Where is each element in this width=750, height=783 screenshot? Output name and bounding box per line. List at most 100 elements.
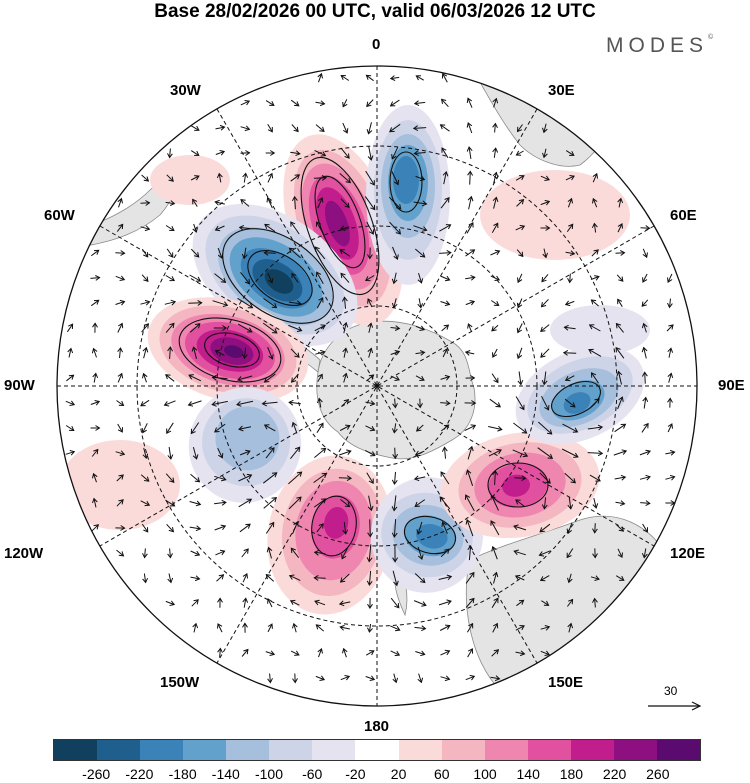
wind-vector-head [268,354,274,360]
wind-vector [242,573,248,583]
wind-vector [642,248,648,258]
wind-vector [191,599,199,607]
wind-vector [394,398,396,408]
wind-vector-head [320,349,326,356]
wind-vector [594,598,596,608]
wind-vector-head [118,474,124,480]
wind-vector [192,446,198,460]
wind-vector [214,501,226,505]
wind-vector-head [444,548,450,554]
wind-vector [440,650,450,656]
wind-vector [368,495,372,511]
wind-vector [267,346,273,360]
wind-vector-head [191,346,198,352]
wind-vector [143,573,147,583]
wind-vector [164,400,176,406]
wind-vector [393,519,397,537]
colorbar [53,739,701,761]
wind-vector-head [618,276,624,282]
wind-vector [366,99,374,107]
wind-vector-head [267,278,274,284]
wind-vector-head [342,347,349,353]
wind-vector-head [238,425,244,432]
wind-vector [565,150,575,156]
wind-vector [591,249,599,257]
wind-vector-head [344,202,350,208]
wind-vector [293,623,297,633]
wind-vector [643,548,647,558]
wind-vector-head [439,496,445,502]
wind-vector [340,147,350,159]
wind-vector-head [294,101,300,107]
wind-vector-head [192,227,198,233]
wind-vector [193,223,197,233]
wind-vector [314,246,326,260]
wind-vector [438,576,452,580]
wind-vector-head [445,224,452,230]
wind-vector [669,298,671,308]
wind-vector-head [214,199,220,206]
wind-vector-head [645,474,651,481]
wind-vector-head [588,348,594,354]
wind-vector [340,273,350,283]
wind-vector [443,171,447,185]
wind-vector-head [291,421,298,428]
wind-vector [491,223,499,233]
wind-vector-head [539,527,545,533]
wind-vector [117,373,123,383]
wind-vector [267,598,273,608]
wind-vector [267,272,273,284]
wind-vector [316,271,324,285]
wind-vector [665,451,675,455]
wind-vector-head [391,532,398,538]
wind-vector [516,599,524,607]
wind-vector-head [271,303,278,309]
wind-vector [440,676,450,680]
wind-vector [314,600,326,606]
wind-vector [340,675,350,681]
wind-vector-head [642,396,649,403]
wind-vector-head [296,326,303,332]
wind-vector-head [315,624,322,630]
wind-vector [267,623,273,633]
wind-vector-head [417,278,424,284]
wind-vector [491,324,499,332]
wind-vector [441,147,449,159]
wind-vector-head [542,152,548,159]
wind-vector-head [313,574,319,581]
wind-vector [214,475,226,481]
wind-vector [240,271,250,285]
wind-vector-head [319,126,325,133]
wind-vector-head [367,347,374,354]
wind-vector [440,301,450,305]
wind-vector [164,301,176,305]
wind-vector [490,275,500,281]
wind-vector [344,297,346,309]
wind-vector [240,100,250,106]
wind-vector-head [211,401,217,407]
wind-vector [215,126,225,130]
wind-vector-head [467,195,474,202]
wind-vector-head [218,453,224,459]
wind-vector [418,673,422,683]
wind-vector [316,221,324,235]
colorbar-cell [226,740,270,760]
wind-vector-head [216,172,223,179]
lon-label-180: 180 [364,718,390,735]
wind-vector [493,572,497,584]
wind-vector [90,277,100,279]
wind-vector [368,146,372,160]
wind-vector [116,400,124,406]
wind-vector [492,348,498,358]
wind-vector [515,575,525,581]
wind-vector [493,172,497,184]
wind-vector [537,447,553,459]
wind-vector [314,448,326,458]
wind-vector-head [491,545,497,552]
wind-vector [238,474,252,482]
wind-vector-head [318,297,324,303]
wind-vector [540,575,550,581]
wind-vector [442,522,448,534]
wind-vector-head [167,346,174,352]
weak-positive-anomaly-indian [480,170,630,260]
